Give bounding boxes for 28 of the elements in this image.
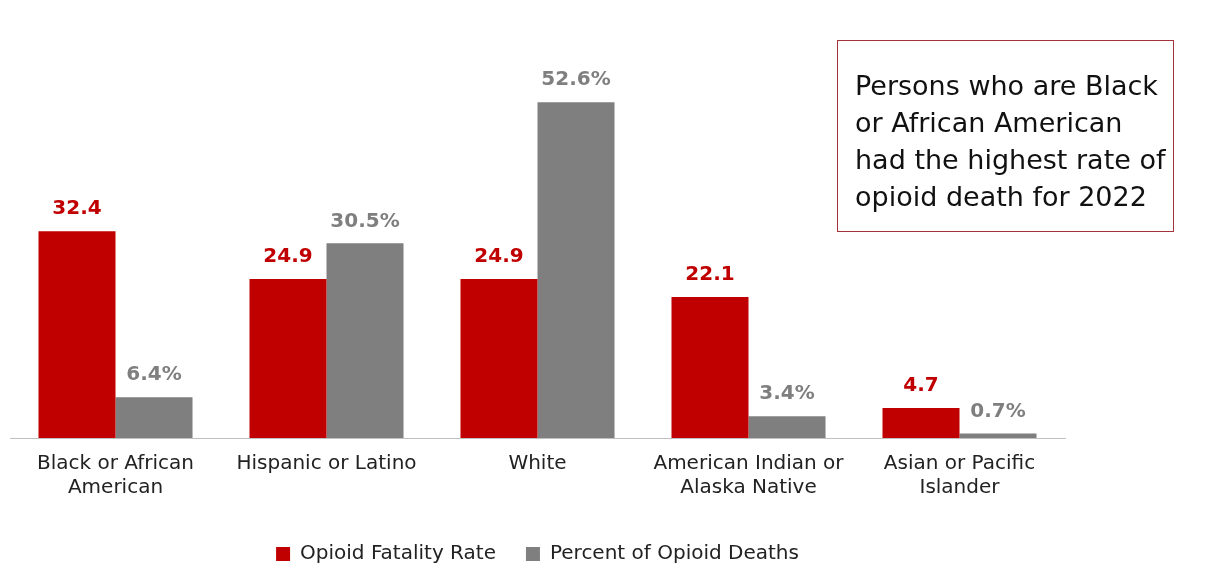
bar <box>537 102 615 438</box>
data-label: 24.9 <box>474 243 524 268</box>
bar <box>882 408 960 438</box>
bar <box>115 397 193 438</box>
data-label: 22.1 <box>685 261 735 286</box>
data-label: 32.4 <box>52 195 102 220</box>
data-label: 52.6% <box>541 66 611 91</box>
x-tick-label: American Indian or Alaska Native <box>653 450 845 499</box>
x-tick-label: Asian or Pacific Islander <box>883 450 1036 499</box>
x-tick-label: White <box>508 450 567 475</box>
x-tick-label: Black or African American <box>36 450 195 499</box>
bar <box>460 279 538 438</box>
x-tick-label: Hispanic or Latino <box>236 450 417 475</box>
bar <box>959 433 1037 438</box>
data-label: 3.4% <box>759 380 815 405</box>
legend-label: Percent of Opioid Deaths <box>549 540 799 565</box>
bar <box>326 243 404 438</box>
data-label: 4.7 <box>903 372 939 397</box>
data-label: 6.4% <box>126 361 182 386</box>
bar <box>249 279 327 438</box>
legend-label: Opioid Fatality Rate <box>300 540 496 565</box>
bar <box>38 231 116 438</box>
bar <box>748 416 826 438</box>
data-label: 0.7% <box>970 397 1026 422</box>
annotation: Persons who are Black or African American had the highest rate of opioid death for 2022 <box>837 40 1174 232</box>
data-label: 24.9 <box>263 243 313 268</box>
data-label: 30.5% <box>330 207 400 232</box>
bar <box>671 296 749 438</box>
